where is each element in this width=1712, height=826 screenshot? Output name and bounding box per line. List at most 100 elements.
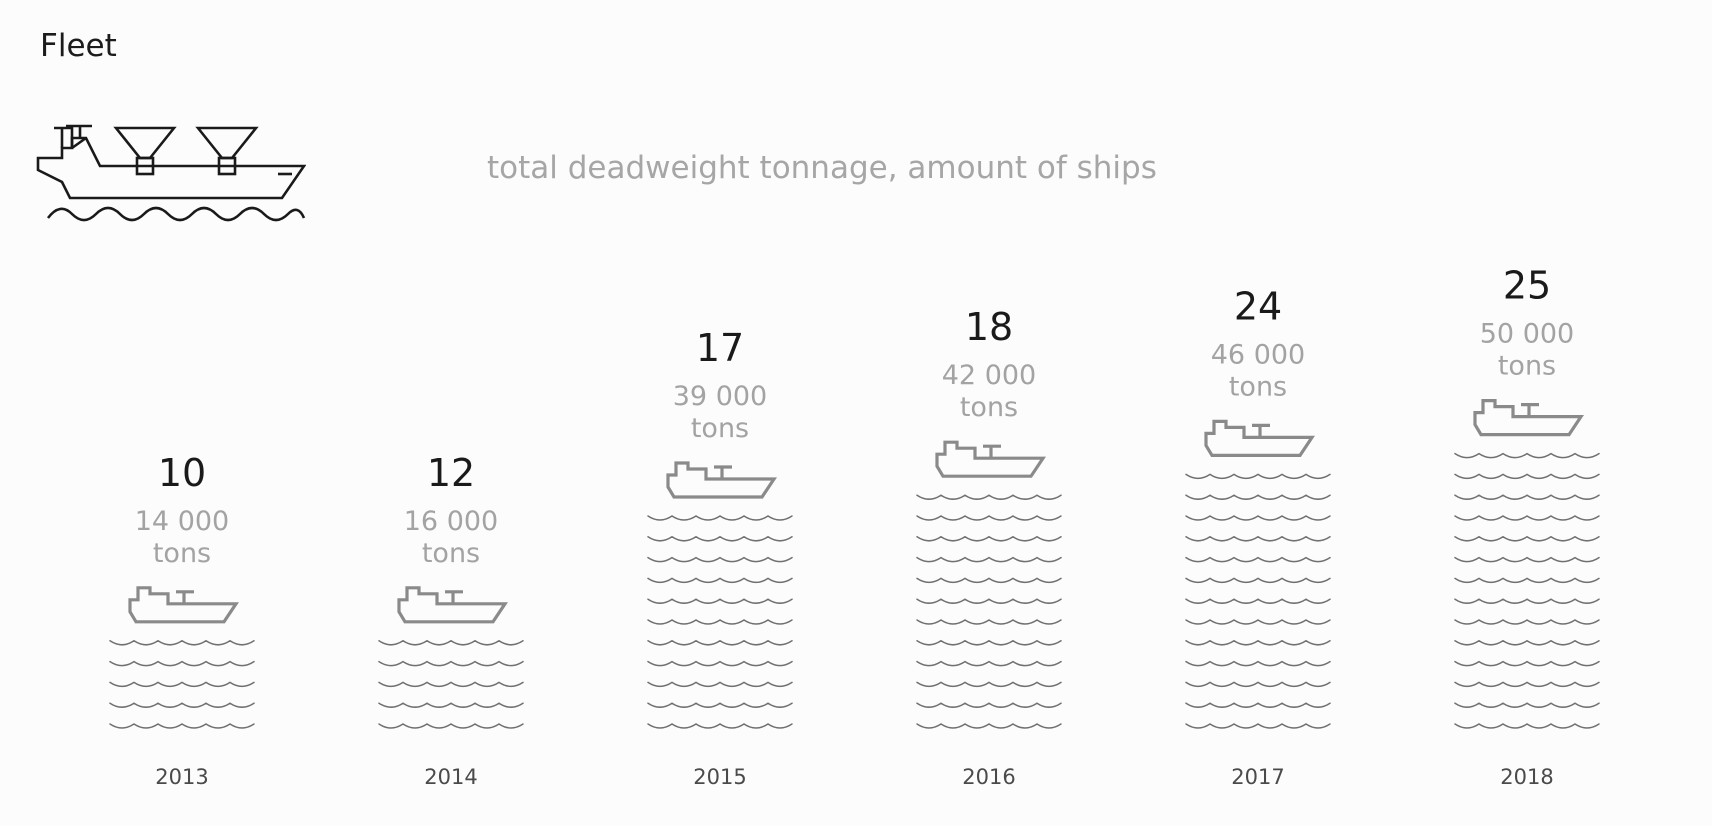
wave-row: [647, 556, 793, 563]
waves-icon: [378, 639, 524, 729]
wave-row: [916, 619, 1062, 625]
wave-row: [647, 639, 793, 646]
wave-row: [1454, 598, 1600, 604]
wave-row: [1454, 515, 1600, 521]
wave-row: [647, 660, 793, 667]
year-label: 2017: [1231, 765, 1284, 789]
wave-row: [1454, 556, 1600, 563]
ship-icon: [128, 586, 239, 624]
wave-row: [647, 598, 793, 604]
wave-row: [1454, 723, 1600, 729]
ship-icon: [935, 440, 1046, 478]
wave-row: [916, 515, 1062, 521]
wave-row: [1454, 577, 1600, 584]
year-label: 2013: [155, 765, 208, 789]
tonnage-unit-label: tons: [153, 538, 211, 569]
wave-row: [647, 535, 793, 542]
wave-row: [109, 639, 255, 646]
ship-count-label: 10: [158, 451, 206, 495]
wave-row: [1185, 494, 1331, 500]
ship-count-label: 17: [696, 326, 744, 370]
wave-row: [1185, 473, 1331, 480]
ship-icon: [1204, 419, 1315, 457]
year-label: 2018: [1500, 765, 1553, 789]
wave-row: [647, 702, 793, 708]
wave-row: [1454, 535, 1600, 542]
wave-row: [1185, 535, 1331, 542]
wave-row: [916, 535, 1062, 542]
wave-row: [916, 577, 1062, 584]
tonnage-unit-label: tons: [1229, 371, 1287, 402]
wave-row: [109, 723, 255, 729]
wave-row: [647, 723, 793, 729]
wave-row: [916, 556, 1062, 563]
wave-row: [378, 723, 524, 729]
tonnage-label: 16 000: [404, 506, 498, 537]
waves-icon: [1454, 452, 1600, 729]
wave-row: [647, 577, 793, 584]
wave-row: [378, 639, 524, 646]
wave-row: [1185, 556, 1331, 563]
wave-row: [1454, 494, 1600, 500]
wave-row: [1185, 639, 1331, 646]
wave-row: [916, 598, 1062, 604]
wave-row: [1454, 681, 1600, 688]
tonnage-label: 39 000: [673, 381, 767, 412]
wave-row: [916, 702, 1062, 708]
wave-row: [916, 494, 1062, 500]
wave-row: [1185, 577, 1331, 584]
wave-row: [109, 660, 255, 667]
wave-row: [109, 702, 255, 708]
tonnage-unit-label: tons: [1498, 351, 1556, 382]
chart-subtitle: total deadweight tonnage, amount of ship…: [487, 150, 1157, 186]
ship-count-label: 12: [427, 451, 475, 495]
ship-icon: [1473, 399, 1584, 437]
wave-row: [378, 681, 524, 688]
ship-count-label: 18: [965, 305, 1013, 349]
year-label: 2014: [424, 765, 477, 789]
tonnage-unit-label: tons: [691, 413, 749, 444]
year-label: 2016: [962, 765, 1015, 789]
year-label: 2015: [693, 765, 746, 789]
wave-row: [1185, 681, 1331, 688]
wave-row: [1454, 473, 1600, 480]
wave-row: [647, 515, 793, 521]
waves-icon: [647, 515, 793, 729]
wave-row: [1185, 723, 1331, 729]
wave-row: [1454, 660, 1600, 667]
ship-count-label: 24: [1234, 284, 1282, 328]
wave-row: [378, 702, 524, 708]
wave-row: [916, 660, 1062, 667]
ship-icon: [397, 586, 508, 624]
tonnage-unit-label: tons: [422, 538, 480, 569]
wave-row: [1454, 702, 1600, 708]
waves-icon: [109, 639, 255, 729]
wave-row: [647, 681, 793, 688]
tonnage-label: 46 000: [1211, 339, 1305, 370]
wave-row: [1454, 619, 1600, 625]
wave-row: [916, 681, 1062, 688]
tonnage-label: 50 000: [1480, 319, 1574, 350]
wave-row: [1454, 639, 1600, 646]
waves-icon: [916, 494, 1062, 729]
wave-row: [916, 639, 1062, 646]
tonnage-unit-label: tons: [960, 392, 1018, 423]
waves-icon: [1185, 473, 1331, 729]
wave-row: [1185, 515, 1331, 521]
wave-row: [378, 660, 524, 667]
wave-row: [647, 619, 793, 625]
ship-icon: [666, 461, 777, 499]
ship-count-label: 25: [1503, 264, 1551, 308]
page-title: Fleet: [40, 28, 117, 64]
wave-row: [1454, 452, 1600, 459]
tonnage-label: 42 000: [942, 360, 1036, 391]
wave-row: [1185, 702, 1331, 708]
wave-row: [109, 681, 255, 688]
